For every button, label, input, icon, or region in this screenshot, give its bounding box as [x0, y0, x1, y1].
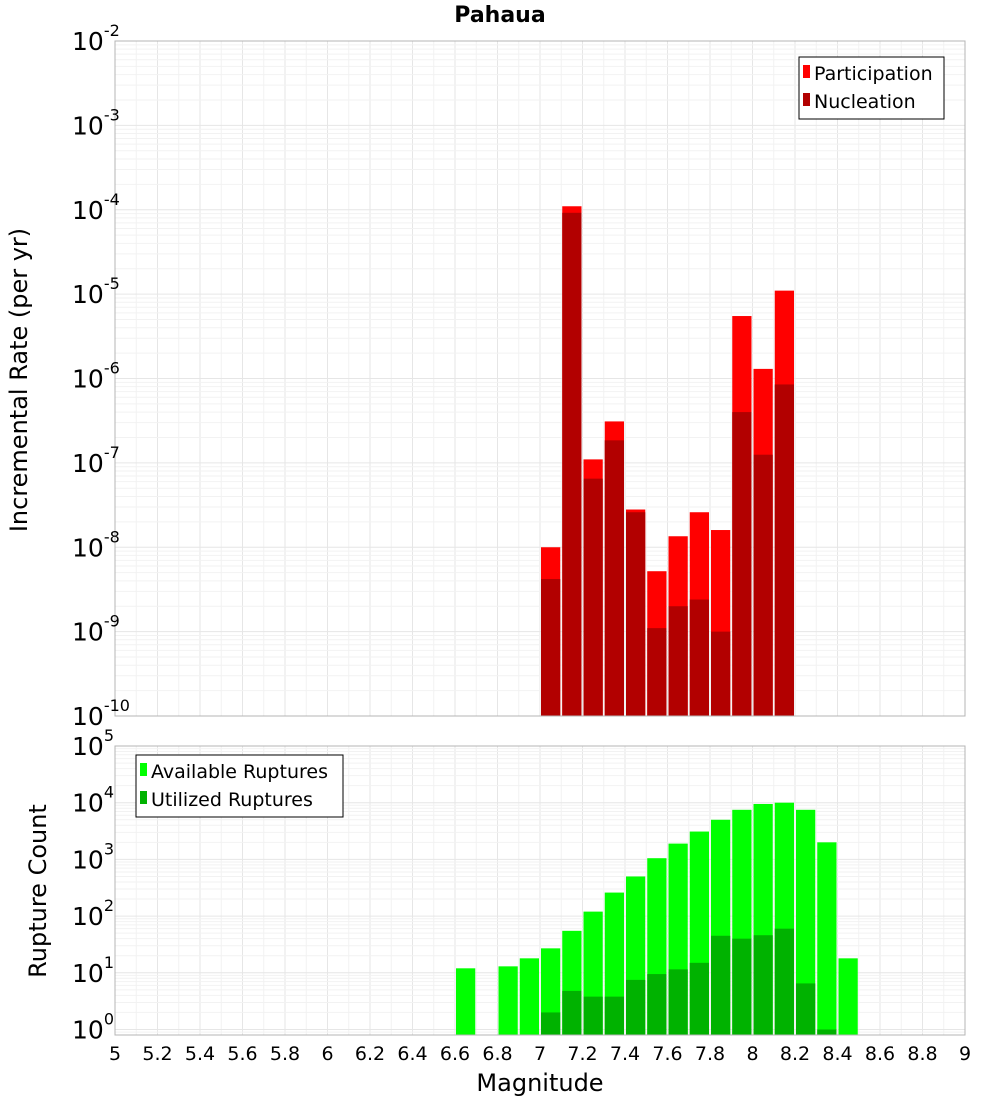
count-bar-available-ruptures: [456, 968, 476, 1035]
count-bar-utilized-ruptures: [817, 1029, 837, 1035]
count-legend: Available Ruptures Utilized Ruptures: [135, 754, 344, 818]
count-panel: 100 101 102 103 104 105 5 5.2 5.4 5.6 5.8 6 6.2 6.4 6…: [24, 726, 971, 1097]
rate-bar-nucleation: [732, 412, 752, 716]
count-y-tick-label: 102: [72, 896, 114, 931]
count-panel-bars: [456, 802, 858, 1035]
rate-y-tick-label: 10-9: [72, 612, 120, 647]
rate-legend: Participation Nucleation: [798, 56, 945, 120]
x-tick-label: 7.6: [652, 1043, 682, 1065]
rate-bar-nucleation: [626, 512, 646, 716]
count-bar-utilized-ruptures: [711, 935, 731, 1035]
count-y-tick-label: 100: [72, 1010, 114, 1045]
x-tick-label: 6: [321, 1043, 333, 1065]
x-tick-label: 5.4: [185, 1043, 215, 1065]
count-bar-utilized-ruptures: [541, 1012, 561, 1035]
rate-bar-nucleation: [647, 628, 667, 716]
x-tick-label: 6.4: [397, 1043, 427, 1065]
x-tick-label: 5.8: [270, 1043, 300, 1065]
rate-y-tick-label: 10-4: [72, 190, 120, 225]
rate-bar-nucleation: [562, 212, 582, 716]
count-bar-utilized-ruptures: [647, 974, 667, 1035]
rate-y-ticks: 10-10 10-9 10-8 10-7 10-6 10-5 10-4 10-3 10-2: [72, 21, 130, 731]
rate-legend-swatch: [803, 93, 810, 106]
rate-y-tick-label: 10-5: [72, 274, 120, 309]
count-bar-utilized-ruptures: [562, 990, 582, 1035]
count-legend-swatch: [140, 763, 147, 776]
count-bar-available-ruptures: [817, 842, 837, 1035]
count-bar-available-ruptures: [796, 809, 816, 1035]
x-tick-label: 8.4: [822, 1043, 852, 1065]
rate-panel-grid: [115, 40, 966, 717]
rate-y-tick-label: 10-7: [72, 443, 120, 478]
x-tick-label: 8: [746, 1043, 758, 1065]
x-tick-label: 7.4: [610, 1043, 640, 1065]
x-tick-label: 6.6: [440, 1043, 470, 1065]
count-y-ticks: 100 101 102 103 104 105: [72, 726, 114, 1045]
count-bar-utilized-ruptures: [668, 969, 688, 1035]
rate-bar-nucleation: [774, 384, 794, 716]
x-tick-label: 5.2: [142, 1043, 172, 1065]
x-tick-label: 5.6: [227, 1043, 257, 1065]
x-tick-label: 7: [534, 1043, 546, 1065]
rate-y-tick-label: 10-2: [72, 21, 120, 56]
count-bar-utilized-ruptures: [796, 983, 816, 1035]
count-bar-utilized-ruptures: [626, 979, 646, 1035]
count-legend-box: [135, 754, 344, 818]
rate-y-axis-label: Incremental Rate (per yr): [5, 228, 33, 532]
rate-bar-nucleation: [668, 606, 688, 716]
x-tick-label: 7.2: [567, 1043, 597, 1065]
count-bar-available-ruptures: [838, 958, 858, 1035]
count-legend-label: Available Ruptures: [151, 761, 328, 783]
count-bar-available-ruptures: [519, 958, 539, 1035]
count-legend-label: Utilized Ruptures: [151, 789, 313, 811]
rate-bar-nucleation: [753, 454, 773, 716]
count-y-tick-label: 104: [72, 783, 114, 818]
rate-bar-nucleation: [604, 440, 624, 716]
count-panel-frame: [114, 745, 966, 1036]
x-tick-label: 5: [109, 1043, 121, 1065]
count-y-tick-label: 101: [72, 953, 114, 988]
x-axis-label: Magnitude: [476, 1069, 603, 1097]
x-tick-label: 8.8: [907, 1043, 937, 1065]
x-tick-label: 6.2: [355, 1043, 385, 1065]
rate-legend-box: [798, 56, 945, 120]
count-bar-utilized-ruptures: [753, 935, 773, 1035]
magnitude-x-ticks: 5 5.2 5.4 5.6 5.8 6 6.2 6.4 6.6 6.8 7 7.2 7.4 7.6 7.8 8…: [109, 1043, 971, 1065]
count-bar-available-ruptures: [498, 966, 518, 1035]
rate-panel: 10-10 10-9 10-8 10-7 10-6 10-5 10-4 10-3 10-2 In…: [5, 21, 966, 731]
count-y-tick-label: 105: [72, 726, 114, 761]
rate-panel-frame: [114, 40, 966, 717]
count-bar-utilized-ruptures: [732, 938, 752, 1035]
x-tick-label: 8.6: [865, 1043, 895, 1065]
rate-bar-nucleation: [711, 631, 731, 716]
rate-panel-bars: [541, 206, 794, 716]
rate-legend-label: Participation: [814, 63, 933, 85]
count-bar-utilized-ruptures: [583, 996, 603, 1035]
rate-legend-label: Nucleation: [814, 91, 916, 113]
rate-y-tick-label: 10-8: [72, 527, 120, 562]
count-bar-utilized-ruptures: [774, 928, 794, 1035]
count-legend-swatch: [140, 791, 147, 804]
count-bar-utilized-ruptures: [604, 996, 624, 1035]
rate-bar-nucleation: [583, 478, 603, 716]
rate-legend-swatch: [803, 65, 810, 78]
x-tick-label: 7.8: [695, 1043, 725, 1065]
count-y-axis-label: Rupture Count: [24, 804, 52, 978]
x-tick-label: 8.2: [780, 1043, 810, 1065]
rate-bar-nucleation: [541, 579, 561, 716]
count-y-tick-label: 103: [72, 839, 114, 874]
chart-title: Pahaua: [454, 3, 545, 28]
rate-y-tick-label: 10-10: [72, 696, 130, 731]
x-tick-label: 6.8: [482, 1043, 512, 1065]
rate-y-tick-label: 10-3: [72, 105, 120, 140]
x-tick-label: 9: [959, 1043, 971, 1065]
count-bar-utilized-ruptures: [689, 962, 709, 1035]
rate-bar-nucleation: [689, 599, 709, 716]
rate-y-tick-label: 10-6: [72, 359, 120, 394]
